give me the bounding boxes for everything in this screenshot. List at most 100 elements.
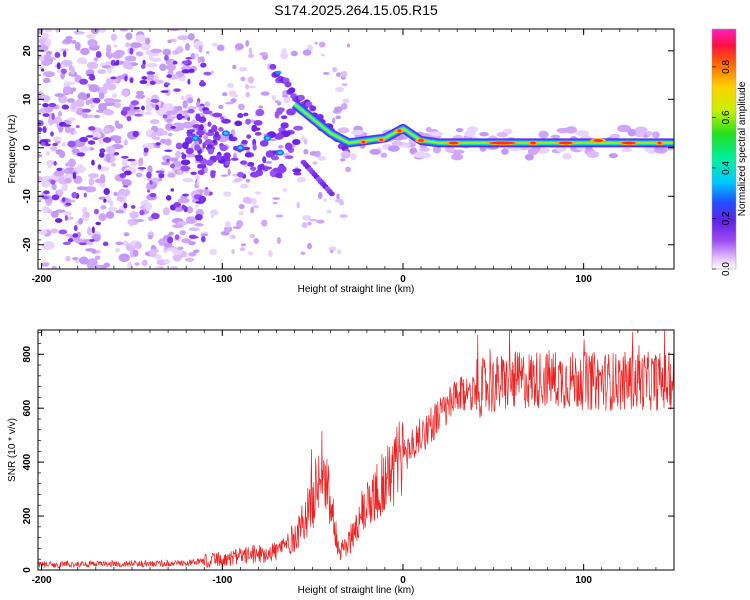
spectrogram-noise-cell: [146, 171, 152, 179]
spectrogram-noise-cell: [194, 222, 204, 227]
spectrogram-noise-cell: [188, 251, 197, 257]
spectrogram-noise-cell: [152, 53, 159, 57]
spectrogram-noise-cell: [135, 51, 144, 57]
spectrogram-noise-cell: [154, 144, 161, 149]
spectrogram-noise-cell: [102, 127, 112, 135]
spectrogram-noise-cell: [51, 265, 57, 269]
spectrogram-noise-cell: [218, 104, 224, 110]
spectrogram-noise-cell: [137, 166, 147, 170]
spectrogram-noise-cell: [280, 52, 289, 60]
spectrogram-hot-cell: [621, 141, 636, 145]
spectrogram-noise-cell: [147, 189, 151, 193]
spectrogram-halo-cell: [422, 152, 431, 159]
spectrogram-noise-cell: [248, 47, 253, 54]
spectrogram-noise-cell: [186, 206, 194, 214]
spectrogram-noise-cell: [162, 207, 170, 216]
spectrogram-noise-cell: [41, 241, 49, 250]
spectrogram-halo-cell: [634, 126, 648, 134]
spectrogram-noise-cell: [70, 65, 75, 75]
spectrogram-noise-cell: [227, 168, 231, 176]
spectrogram-x-axis-label: Height of straight line (km): [298, 284, 415, 295]
spectrogram-noise-cell: [95, 50, 102, 59]
spectrogram-noise-cell: [123, 139, 128, 146]
spectrogram-noise-cell: [153, 79, 165, 84]
spectrogram-y-tick-label: 0: [22, 145, 33, 151]
spectrogram-y-tick-label: 10: [22, 93, 33, 105]
spectrogram-noise-cell: [157, 239, 169, 245]
spectrogram-noise-cell: [82, 108, 92, 113]
spectrogram-noise-cell: [182, 100, 188, 109]
spectrogram-noise-cell: [150, 99, 160, 103]
snr-x-tick-label: 100: [575, 575, 592, 586]
spectrogram-noise-cell: [65, 233, 73, 237]
spectrogram-noise-cell: [195, 174, 200, 181]
spectrogram-noise-cell: [185, 153, 196, 158]
spectrogram-noise-cell: [300, 251, 306, 255]
spectrogram-noise-cell: [130, 161, 138, 167]
spectrogram-noise-cell: [94, 178, 106, 184]
spectrogram-noise-cell: [332, 117, 336, 124]
spectrogram-noise-cell: [188, 227, 200, 232]
spectrogram-noise-cell: [106, 67, 112, 74]
spectrogram-noise-cell: [302, 49, 312, 56]
spectrogram-noise-cell: [66, 216, 74, 220]
spectrogram-cluster-cell: [270, 155, 280, 161]
spectrogram-noise-cell: [159, 63, 167, 72]
spectrogram-noise-cell: [187, 117, 191, 121]
snr-y-tick-label: 800: [22, 345, 33, 362]
spectrogram-noise-cell: [163, 259, 171, 264]
spectrogram-noise-cell: [197, 169, 206, 176]
spectrogram-noise-cell: [75, 125, 80, 128]
spectrogram-noise-cell: [109, 135, 122, 142]
spectrogram-halo-cell: [451, 153, 464, 161]
spectrogram-cluster-cell: [293, 125, 304, 131]
spectrogram-noise-cell: [134, 113, 143, 117]
spectrogram-noise-cell: [148, 249, 157, 258]
spectrogram-noise-cell: [97, 69, 107, 75]
spectrogram-noise-cell: [145, 104, 153, 112]
spectrogram-noise-cell: [82, 96, 88, 101]
spectrogram-noise-cell: [141, 259, 148, 267]
spectrogram-noise-cell: [38, 122, 41, 127]
spectrogram-noise-cell: [98, 92, 105, 100]
spectrogram-halo-cell: [621, 147, 633, 152]
snr-panel: -200 -100 0 100 0 200 400 600 800 Height of stra…: [7, 329, 675, 596]
spectrogram-cluster-cell: [280, 115, 288, 120]
spectrogram-cluster-cell: [211, 124, 218, 133]
spectrogram-noise-cell: [75, 165, 86, 173]
spectrogram-hot-cell: [379, 138, 384, 142]
spectrogram-noise-cell: [162, 103, 174, 110]
spectrogram-noise-cell: [200, 79, 205, 85]
spectrogram-noise-cell: [88, 98, 94, 104]
spectrogram-noise-cell: [334, 106, 343, 113]
spectrogram-noise-cell: [140, 64, 146, 70]
snr-series-line: [38, 330, 674, 569]
spectrogram-noise-cell: [323, 198, 327, 203]
spectrogram-noise-cell: [195, 213, 203, 221]
spectrogram-cluster-cell: [285, 155, 294, 160]
spectrogram-noise-cell: [335, 115, 341, 120]
spectrogram-noise-cell: [48, 117, 54, 126]
spectrogram-halo-cell: [337, 127, 350, 134]
spectrogram-noise-cell: [149, 119, 160, 125]
spectrogram-halo-cell: [380, 152, 388, 158]
spectrogram-noise-cell: [51, 194, 60, 201]
spectrogram-noise-cell: [247, 76, 255, 84]
snr-y-tick-label: 400: [22, 453, 33, 470]
spectrogram-noise-cell: [224, 101, 234, 105]
spectrogram-cluster-cell: [196, 130, 205, 136]
spectrogram-noise-cell: [239, 183, 249, 189]
spectrogram-halo-cell: [450, 149, 465, 155]
spectrogram-noise-cell: [252, 205, 259, 209]
chart-title: S174.2025.264.15.05.R15: [274, 2, 438, 18]
spectrogram-noise-cell: [223, 191, 232, 197]
spectrogram-halo-cell: [455, 127, 464, 133]
spectrogram-noise-cell: [203, 189, 210, 196]
spectrogram-noise-cell: [345, 166, 351, 173]
spectrogram-noise-cell: [64, 177, 72, 184]
spectrogram-cluster-cell: [210, 170, 216, 179]
spectrogram-noise-cell: [163, 130, 168, 136]
spectrogram-cluster-cell: [180, 165, 190, 172]
spectrogram-noise-cell: [258, 105, 264, 109]
spectrogram-noise-cell: [314, 41, 318, 45]
